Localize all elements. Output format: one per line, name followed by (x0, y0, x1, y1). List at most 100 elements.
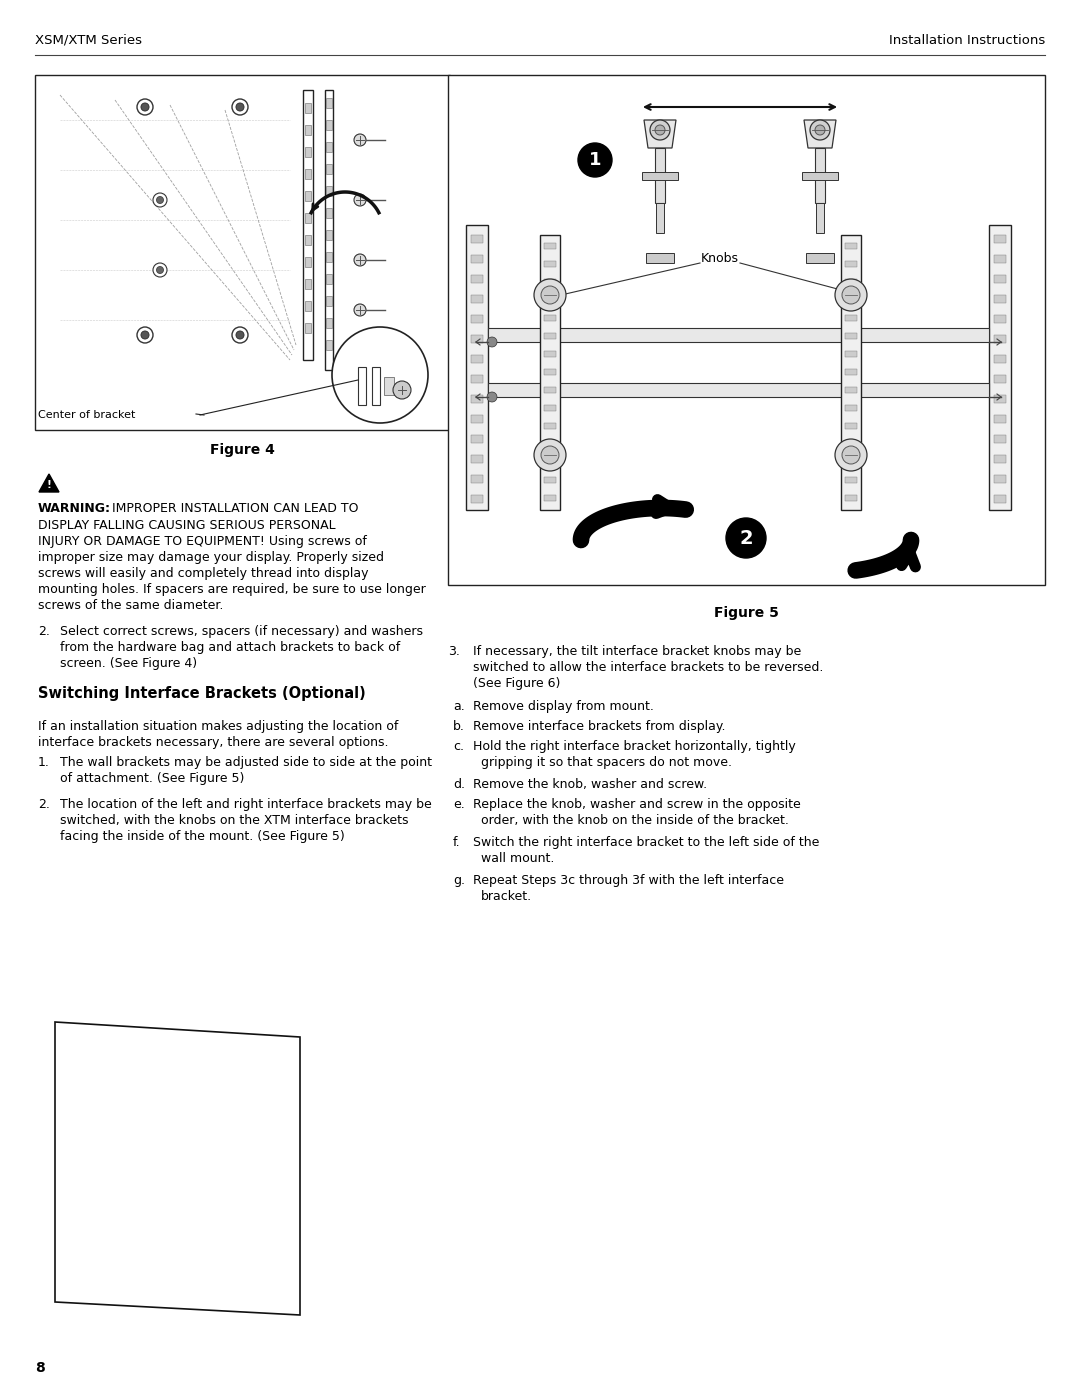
Bar (325, 89, 333, 370)
Circle shape (578, 142, 612, 177)
Bar (305, 169, 311, 179)
Bar (994, 455, 1005, 462)
Circle shape (157, 197, 163, 204)
Bar (326, 231, 332, 240)
Bar (326, 120, 332, 130)
Bar (544, 351, 556, 358)
Bar (326, 274, 332, 284)
Circle shape (534, 439, 566, 471)
Bar (305, 257, 311, 267)
Text: Switch the right interface bracket to the left side of the: Switch the right interface bracket to th… (473, 835, 820, 849)
Bar (305, 212, 311, 224)
Bar (845, 279, 858, 285)
Text: 3.: 3. (448, 645, 460, 658)
Bar (845, 460, 858, 465)
Bar (654, 148, 665, 203)
Bar (471, 355, 483, 363)
Text: The wall brackets may be adjusted side to side at the point: The wall brackets may be adjusted side t… (60, 756, 432, 768)
Circle shape (237, 103, 244, 110)
Text: c.: c. (453, 740, 464, 753)
Circle shape (487, 337, 497, 346)
Bar (845, 314, 858, 321)
Text: d.: d. (453, 778, 465, 791)
Bar (544, 495, 556, 502)
Bar (326, 319, 332, 328)
Text: screws will easily and completely thread into display: screws will easily and completely thread… (38, 567, 368, 580)
Bar (357, 367, 366, 405)
Polygon shape (55, 1023, 300, 1315)
Bar (372, 367, 380, 405)
Text: 2.: 2. (38, 798, 50, 812)
Bar (544, 441, 556, 447)
Bar (994, 355, 1005, 363)
Bar (471, 415, 483, 423)
Circle shape (354, 254, 366, 265)
Text: 1: 1 (589, 151, 602, 169)
Text: 2: 2 (739, 528, 753, 548)
Circle shape (835, 279, 867, 312)
Text: a.: a. (453, 700, 464, 712)
Circle shape (654, 124, 665, 136)
Text: Knobs: Knobs (701, 251, 739, 264)
Bar (326, 208, 332, 218)
Bar (448, 75, 1045, 585)
Text: (See Figure 6): (See Figure 6) (473, 678, 561, 690)
Bar (845, 369, 858, 374)
Polygon shape (39, 474, 59, 492)
Bar (845, 387, 858, 393)
Bar (540, 235, 561, 510)
Bar (544, 423, 556, 429)
Bar (303, 89, 313, 360)
Circle shape (541, 446, 559, 464)
Bar (35, 75, 450, 430)
Bar (994, 314, 1005, 323)
Bar (326, 251, 332, 263)
Bar (305, 300, 311, 312)
Text: Center of bracket: Center of bracket (38, 409, 135, 420)
Circle shape (354, 134, 366, 147)
Text: g.: g. (453, 875, 465, 887)
Text: Select correct screws, spacers (if necessary) and washers: Select correct screws, spacers (if neces… (60, 624, 423, 638)
Circle shape (237, 331, 244, 339)
Bar (305, 191, 311, 201)
Bar (326, 186, 332, 196)
Circle shape (137, 99, 153, 115)
Bar (544, 314, 556, 321)
Circle shape (815, 124, 825, 136)
Bar (471, 275, 483, 284)
Text: 1.: 1. (38, 756, 50, 768)
Bar (326, 296, 332, 306)
Text: Remove interface brackets from display.: Remove interface brackets from display. (473, 719, 726, 733)
Circle shape (232, 327, 248, 344)
Text: wall mount.: wall mount. (481, 852, 554, 865)
Text: WARNING:: WARNING: (38, 502, 111, 515)
Text: Replace the knob, washer and screw in the opposite: Replace the knob, washer and screw in th… (473, 798, 800, 812)
Bar (994, 434, 1005, 443)
Text: If an installation situation makes adjusting the location of: If an installation situation makes adjus… (38, 719, 399, 733)
Bar (815, 148, 825, 203)
Text: Remove display from mount.: Remove display from mount. (473, 700, 653, 712)
Text: of attachment. (See Figure 5): of attachment. (See Figure 5) (60, 773, 244, 785)
Bar (544, 387, 556, 393)
Text: f.: f. (453, 835, 461, 849)
Bar (642, 172, 678, 180)
Circle shape (232, 99, 248, 115)
Bar (465, 225, 488, 510)
Circle shape (332, 327, 428, 423)
Bar (994, 395, 1005, 402)
Circle shape (141, 331, 149, 339)
Bar (816, 203, 824, 233)
Text: The location of the left and right interface brackets may be: The location of the left and right inter… (60, 798, 432, 812)
Circle shape (842, 446, 860, 464)
Text: mounting holes. If spacers are required, be sure to use longer: mounting holes. If spacers are required,… (38, 583, 426, 597)
Bar (471, 335, 483, 344)
Bar (845, 441, 858, 447)
Bar (471, 235, 483, 243)
Bar (544, 405, 556, 411)
Bar (544, 460, 556, 465)
Text: !: ! (46, 481, 52, 490)
Bar (845, 405, 858, 411)
Text: If necessary, the tilt interface bracket knobs may be: If necessary, the tilt interface bracket… (473, 645, 801, 658)
Circle shape (835, 439, 867, 471)
Bar (544, 279, 556, 285)
